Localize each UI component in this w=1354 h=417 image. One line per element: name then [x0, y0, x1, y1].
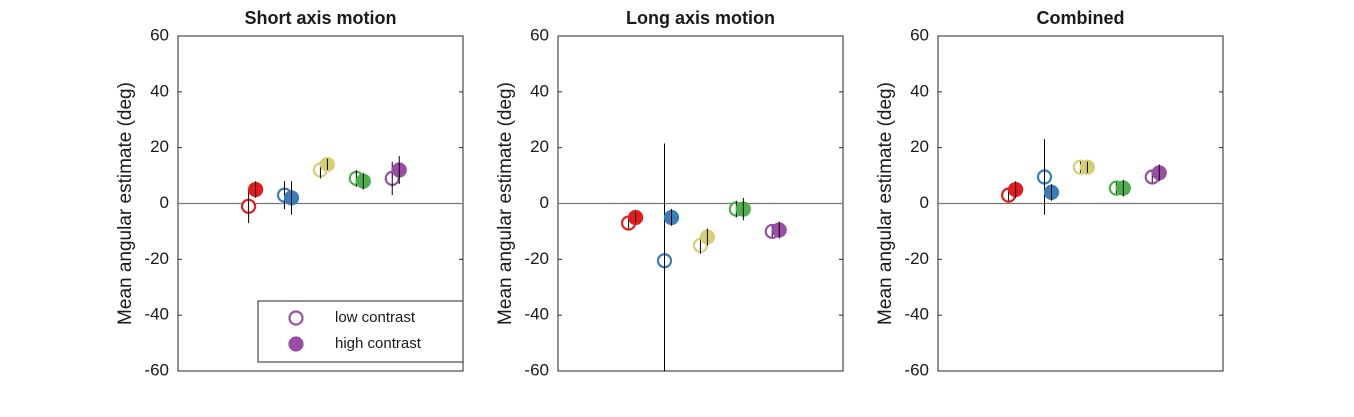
y-tick-label: 60 [150, 25, 169, 44]
y-tick-label: -60 [904, 360, 929, 379]
y-tick-label: 0 [540, 193, 549, 212]
y-tick-label: -40 [144, 305, 169, 324]
y-tick-label: 20 [910, 137, 929, 156]
y-tick-label: -20 [524, 249, 549, 268]
data-layer [1000, 139, 1167, 215]
y-tick-label: -40 [904, 305, 929, 324]
subplot: Short axis motion Mean angular estimate (… [115, 8, 464, 379]
y-tick-label: -60 [144, 360, 169, 379]
y-tick-label: 20 [150, 137, 169, 156]
y-tick-label: 0 [920, 193, 929, 212]
chart-title: Short axis motion [244, 8, 396, 28]
y-axis-label: Mean angular estimate (deg) [495, 82, 516, 325]
legend-marker [288, 336, 304, 352]
legend-marker [288, 310, 304, 326]
data-layer [241, 156, 407, 224]
y-tick-label: -20 [144, 249, 169, 268]
subplot: Combined Mean angular estimate (deg) -60 -4… [875, 8, 1224, 379]
y-tick-label: -60 [524, 360, 549, 379]
y-tick-label: -40 [524, 305, 549, 324]
data-layer [620, 143, 787, 371]
y-axis-label: Mean angular estimate (deg) [875, 82, 896, 325]
y-tick-label: 60 [530, 25, 549, 44]
y-tick-label: 60 [910, 25, 929, 44]
y-tick-label: 40 [910, 81, 929, 100]
legend: low contrast high contrast [257, 300, 464, 363]
y-tick-label: 40 [530, 81, 549, 100]
y-axis-label: Mean angular estimate (deg) [115, 82, 136, 325]
subplot: Long axis motion Mean angular estimate (d… [495, 8, 844, 379]
legend-box [257, 300, 464, 363]
y-tick-label: 40 [150, 81, 169, 100]
y-tick-label: 0 [160, 193, 169, 212]
y-tick-label: -20 [904, 249, 929, 268]
y-tick-label: 20 [530, 137, 549, 156]
chart-title: Combined [1037, 8, 1125, 28]
legend-label: high contrast [335, 335, 422, 352]
chart-title: Long axis motion [626, 8, 775, 28]
legend-label: low contrast [335, 309, 416, 326]
